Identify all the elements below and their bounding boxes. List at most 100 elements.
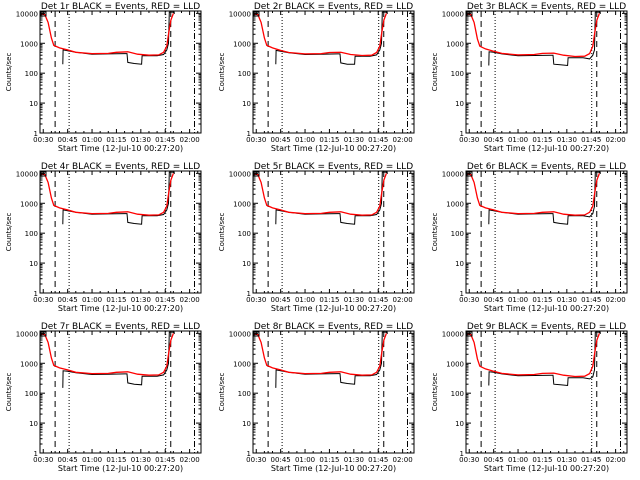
x-tick-label: 01:45 bbox=[581, 136, 601, 144]
chart-title: Det 1r BLACK = Events, RED = LLD bbox=[41, 2, 200, 12]
x-tick-label: 01:30 bbox=[344, 136, 364, 144]
chart-title: Det 5r BLACK = Events, RED = LLD bbox=[254, 162, 413, 172]
x-tick-label: 00:30 bbox=[459, 456, 479, 464]
chart-panel-5: Det 5r BLACK = Events, RED = LLD 1 10 100 10… bbox=[218, 162, 415, 313]
y-tick-label: 1000 bbox=[233, 200, 251, 208]
series-line-lld bbox=[39, 12, 175, 56]
y-axis-label: Counts/sec bbox=[5, 213, 13, 252]
x-tick-label: 01:30 bbox=[344, 456, 364, 464]
y-tick-label: 10000 bbox=[229, 330, 251, 338]
x-tick-label: 01:00 bbox=[508, 456, 528, 464]
x-tick-label: 01:45 bbox=[155, 296, 175, 304]
x-tick-label: 00:45 bbox=[271, 296, 291, 304]
x-tick-label: 01:45 bbox=[368, 136, 388, 144]
x-tick-label: 01:30 bbox=[557, 136, 577, 144]
x-tick-label: 01:00 bbox=[82, 296, 102, 304]
y-tick-label: 10 bbox=[29, 100, 38, 108]
chart-title: Det 8r BLACK = Events, RED = LLD bbox=[254, 322, 413, 332]
x-tick-label: 01:00 bbox=[82, 456, 102, 464]
y-tick-label: 1000 bbox=[446, 40, 464, 48]
y-tick-label: 1 bbox=[247, 450, 251, 458]
x-tick-label: 01:15 bbox=[106, 456, 126, 464]
x-tick-label: 00:45 bbox=[484, 296, 504, 304]
y-tick-label: 10000 bbox=[229, 10, 251, 18]
series-line-lld bbox=[252, 12, 388, 57]
y-tick-label: 1000 bbox=[233, 40, 251, 48]
x-axis-label: Start Time (12-Jul-10 00:27:20) bbox=[271, 464, 396, 473]
series-line-events bbox=[488, 11, 601, 67]
x-tick-label: 00:30 bbox=[33, 296, 53, 304]
series-line-lld bbox=[465, 12, 601, 58]
chart-panel-2: Det 2r BLACK = Events, RED = LLD 1 10 100 10… bbox=[218, 2, 415, 153]
chart-title: Det 6r BLACK = Events, RED = LLD bbox=[467, 162, 626, 172]
y-axis-label: Counts/sec bbox=[431, 53, 439, 92]
x-axis-label: Start Time (12-Jul-10 00:27:20) bbox=[58, 144, 183, 153]
x-tick-label: 00:30 bbox=[246, 136, 266, 144]
chart-title: Det 4r BLACK = Events, RED = LLD bbox=[41, 162, 200, 172]
x-tick-label: 01:15 bbox=[532, 456, 552, 464]
chart-panel-1: Det 1r BLACK = Events, RED = LLD 1 10 100 10… bbox=[5, 2, 202, 153]
chart-panel-7: Det 7r BLACK = Events, RED = LLD 1 10 100 10… bbox=[5, 322, 202, 473]
x-axis-label: Start Time (12-Jul-10 00:27:20) bbox=[271, 144, 396, 153]
x-tick-label: 00:45 bbox=[271, 456, 291, 464]
y-tick-label: 100 bbox=[451, 230, 464, 238]
x-tick-label: 01:00 bbox=[295, 456, 315, 464]
x-tick-label: 01:45 bbox=[155, 136, 175, 144]
x-tick-label: 01:15 bbox=[106, 296, 126, 304]
x-tick-label: 00:30 bbox=[459, 296, 479, 304]
chart-title: Det 7r BLACK = Events, RED = LLD bbox=[41, 322, 200, 332]
y-tick-label: 1 bbox=[460, 130, 464, 138]
x-tick-label: 01:00 bbox=[82, 136, 102, 144]
series-line-lld bbox=[465, 332, 601, 378]
x-tick-label: 00:30 bbox=[33, 456, 53, 464]
x-tick-label: 02:00 bbox=[180, 136, 200, 144]
series-line-events bbox=[62, 331, 175, 388]
plot-frame bbox=[465, 170, 628, 294]
x-axis-label: Start Time (12-Jul-10 00:27:20) bbox=[58, 304, 183, 313]
y-tick-label: 10 bbox=[242, 420, 251, 428]
x-tick-label: 02:00 bbox=[606, 456, 626, 464]
x-tick-label: 01:15 bbox=[106, 136, 126, 144]
y-tick-label: 1000 bbox=[20, 200, 38, 208]
series-line-lld bbox=[252, 172, 388, 216]
x-tick-label: 00:45 bbox=[58, 456, 78, 464]
x-tick-label: 01:45 bbox=[581, 296, 601, 304]
y-tick-label: 10000 bbox=[442, 10, 464, 18]
y-tick-label: 1000 bbox=[20, 40, 38, 48]
y-tick-label: 10 bbox=[242, 260, 251, 268]
x-tick-label: 00:30 bbox=[459, 136, 479, 144]
y-tick-label: 1 bbox=[247, 130, 251, 138]
y-tick-label: 10000 bbox=[229, 170, 251, 178]
x-axis-label: Start Time (12-Jul-10 00:27:20) bbox=[271, 304, 396, 313]
y-tick-label: 10000 bbox=[16, 330, 38, 338]
x-tick-label: 01:30 bbox=[131, 296, 151, 304]
chart-title: Det 3r BLACK = Events, RED = LLD bbox=[467, 2, 626, 12]
series-line-events bbox=[488, 171, 601, 225]
x-tick-label: 01:30 bbox=[131, 456, 151, 464]
y-tick-label: 1 bbox=[460, 290, 464, 298]
y-tick-label: 10 bbox=[29, 420, 38, 428]
x-tick-label: 00:45 bbox=[58, 136, 78, 144]
series-line-events bbox=[62, 11, 175, 65]
plot-frame bbox=[39, 170, 202, 294]
y-tick-label: 10000 bbox=[442, 170, 464, 178]
y-tick-label: 1 bbox=[34, 130, 38, 138]
plot-frame bbox=[39, 330, 202, 454]
x-tick-label: 01:45 bbox=[368, 456, 388, 464]
y-tick-label: 10 bbox=[29, 260, 38, 268]
y-tick-label: 100 bbox=[451, 70, 464, 78]
x-axis-label: Start Time (12-Jul-10 00:27:20) bbox=[484, 464, 609, 473]
series-line-events bbox=[275, 331, 388, 388]
y-tick-label: 10 bbox=[455, 260, 464, 268]
y-tick-label: 100 bbox=[238, 70, 251, 78]
x-axis-label: Start Time (12-Jul-10 00:27:20) bbox=[58, 464, 183, 473]
x-axis-label: Start Time (12-Jul-10 00:27:20) bbox=[484, 144, 609, 153]
y-tick-label: 1000 bbox=[446, 360, 464, 368]
x-tick-label: 01:00 bbox=[508, 296, 528, 304]
series-line-events bbox=[62, 171, 175, 225]
series-line-lld bbox=[39, 172, 175, 216]
series-line-lld bbox=[465, 172, 601, 216]
y-tick-label: 1000 bbox=[446, 200, 464, 208]
y-axis-label: Counts/sec bbox=[5, 53, 13, 92]
series-line-events bbox=[275, 171, 388, 225]
